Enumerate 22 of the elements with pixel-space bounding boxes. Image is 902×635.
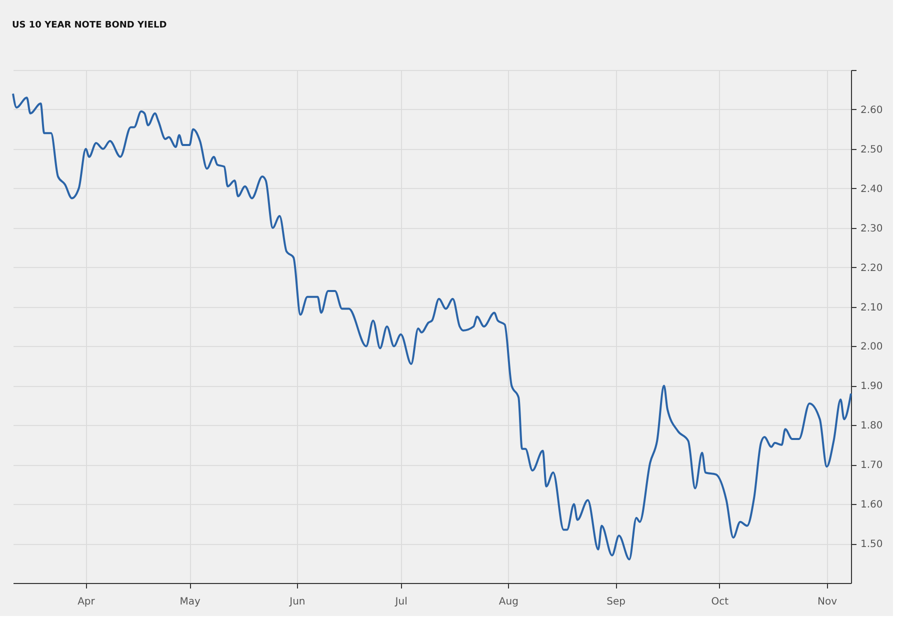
y-tick-label: 2.40 bbox=[860, 184, 883, 195]
x-tick-label: Sep bbox=[606, 596, 626, 608]
y-tick-label: 1.60 bbox=[860, 500, 883, 511]
y-tick-label: 2.60 bbox=[860, 104, 883, 116]
y-tick-label: 2.50 bbox=[860, 144, 883, 156]
x-tick-label: Oct bbox=[711, 596, 729, 608]
x-tick-label: Aug bbox=[498, 596, 518, 608]
x-tick-label: Nov bbox=[817, 596, 838, 608]
y-tick-label: 1.90 bbox=[860, 381, 883, 392]
x-tick-label: Jul bbox=[394, 596, 408, 608]
y-tick-label: 1.80 bbox=[860, 420, 883, 432]
y-tick-label: 1.70 bbox=[860, 460, 883, 472]
y-tick-label: 2.10 bbox=[860, 302, 883, 314]
x-tick-label: May bbox=[180, 596, 201, 608]
y-tick-label: 1.50 bbox=[860, 539, 883, 550]
y-tick-label: 2.30 bbox=[860, 223, 883, 234]
x-tick-label: Apr bbox=[78, 596, 96, 608]
chart-title: US 10 YEAR NOTE BOND YIELD bbox=[12, 20, 167, 30]
x-tick-label: Jun bbox=[288, 596, 306, 608]
line-series bbox=[12, 92, 852, 560]
y-tick-label: 2.20 bbox=[860, 262, 883, 274]
y-tick-label: 2.00 bbox=[860, 342, 883, 353]
